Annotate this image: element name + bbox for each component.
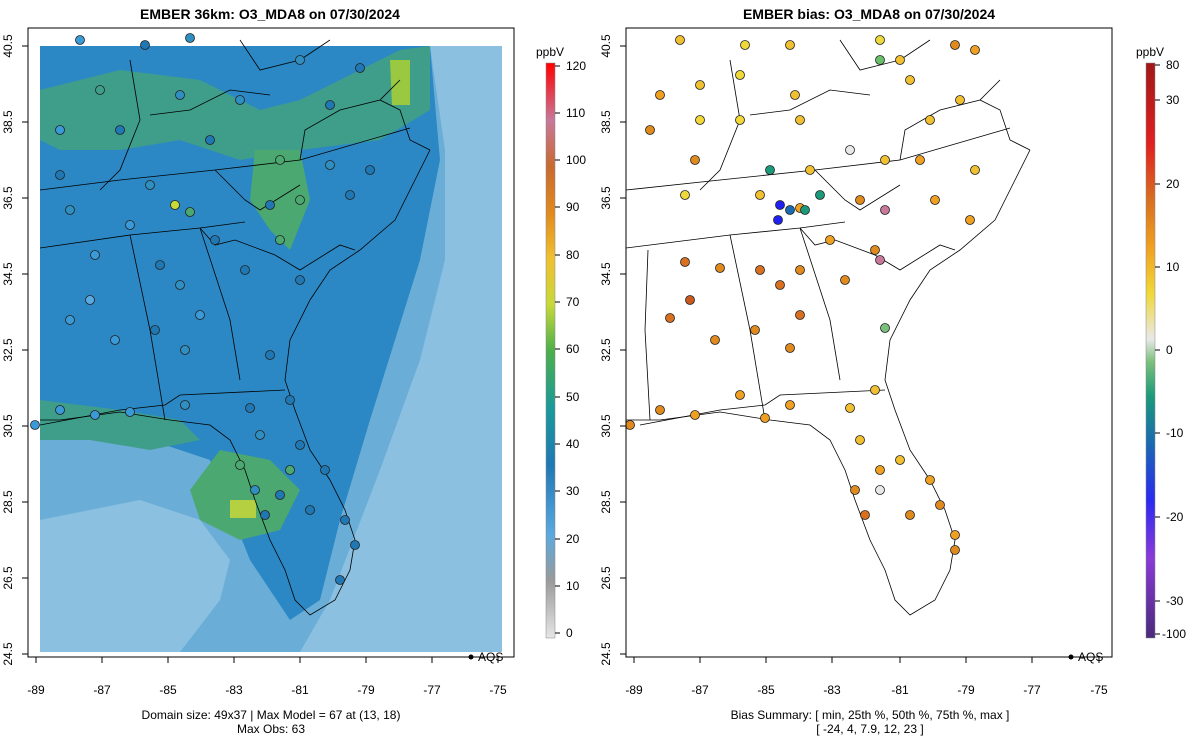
left-title: EMBER 36km: O3_MDA8 on 07/30/2024 (140, 6, 400, 22)
left-ytick: 32.5 (1, 338, 15, 362)
right-stations (626, 35, 980, 555)
right-cb-tick: -10 (1166, 426, 1184, 440)
right-ytick: 32.5 (599, 338, 613, 362)
right-xtick: -75 (1090, 683, 1108, 697)
right-footer-line1: Bias Summary: [ min, 25th %, 50th %, 75t… (731, 708, 1010, 722)
left-cb-tick: 10 (566, 579, 580, 593)
left-ytick: 28.5 (1, 490, 15, 514)
right-title: EMBER bias: O3_MDA8 on 07/30/2024 (743, 6, 995, 22)
right-xtick: -87 (691, 683, 709, 697)
left-ytick: 34.5 (1, 262, 15, 286)
field-green-fl (190, 450, 300, 540)
right-ytick: 30.5 (599, 414, 613, 438)
left-footer-line1: Domain size: 49x37 | Max Model = 67 at (… (142, 708, 401, 722)
right-cb-tick: -100 (1162, 627, 1186, 641)
right-colorbar-unit: ppbV (1136, 45, 1164, 59)
right-xtick: -77 (1023, 683, 1041, 697)
right-cb-tick: 80 (1166, 58, 1180, 72)
right-frame (625, 27, 1113, 658)
right-ytick: 34.5 (599, 262, 613, 286)
left-cb-tick: 120 (566, 59, 586, 73)
field-ocean (300, 46, 502, 652)
left-map-area (30, 33, 502, 652)
left-cb-tick: 70 (566, 295, 580, 309)
right-ytick: 40.5 (599, 34, 613, 58)
left-cb-tick: 110 (566, 106, 585, 120)
left-xtick: -79 (357, 683, 375, 697)
field-hotspot (230, 500, 256, 518)
right-colorbar: ppbV 80 30 20 10 0 -10 -20 -30 -100 (1136, 45, 1186, 641)
left-cb-tick: 30 (566, 484, 580, 498)
left-colorbar-bar (545, 62, 556, 639)
left-xtick: -75 (489, 683, 507, 697)
right-xtick: -81 (891, 683, 909, 697)
right-xtick: -85 (757, 683, 775, 697)
right-cb-tick: 20 (1166, 177, 1180, 191)
left-ytick: 30.5 (1, 414, 15, 438)
left-xtick: -81 (291, 683, 309, 697)
right-xtick: -89 (625, 683, 643, 697)
left-ytick: 38.5 (1, 110, 15, 134)
left-x-axis: -89 -87 -85 -83 -81 -79 -77 -75 (27, 657, 507, 697)
left-xtick: -85 (159, 683, 177, 697)
right-cb-tick: -20 (1166, 510, 1184, 524)
left-panel: EMBER 36km: O3_MDA8 on 07/30/2024 (1, 6, 515, 736)
left-colorbar-unit: ppbV (536, 45, 564, 59)
right-cb-tick: 10 (1166, 260, 1180, 274)
left-ytick: 26.5 (1, 566, 15, 590)
right-xtick: -79 (957, 683, 975, 697)
left-xtick: -77 (423, 683, 441, 697)
right-cb-tick: 0 (1166, 343, 1173, 357)
right-ytick: 38.5 (599, 110, 613, 134)
left-xtick: -89 (27, 683, 45, 697)
left-ytick: 40.5 (1, 34, 15, 58)
right-ytick: 28.5 (599, 490, 613, 514)
right-cb-tick: 30 (1166, 93, 1180, 107)
left-cb-tick: 100 (566, 153, 586, 167)
right-y-axis: 40.5 38.5 36.5 34.5 32.5 30.5 28.5 26.5 … (599, 34, 626, 666)
right-ytick: 26.5 (599, 566, 613, 590)
left-cb-tick: 80 (566, 248, 580, 262)
field-green-nc (250, 150, 310, 250)
field-green-north (40, 46, 430, 160)
left-aqs-label: AQS (478, 650, 503, 664)
left-cb-tick: 50 (566, 390, 580, 404)
field-delaware (390, 60, 410, 105)
left-cb-tick: 60 (566, 342, 580, 356)
left-frame (27, 27, 515, 658)
left-aqs-dot (468, 654, 474, 660)
right-x-axis: -89 -87 -85 -83 -81 -79 -77 -75 (625, 657, 1108, 697)
left-stations (30, 33, 375, 585)
right-xtick: -83 (823, 683, 841, 697)
right-ytick: 24.5 (599, 642, 613, 666)
left-cb-tick: 90 (566, 200, 580, 214)
right-footer-line2: [ -24, 4, 7.9, 12, 23 ] (816, 722, 923, 736)
left-cb-tick: 40 (566, 437, 580, 451)
left-xtick: -83 (225, 683, 243, 697)
left-footer-line2: Max Obs: 63 (237, 722, 305, 736)
left-xtick: -87 (93, 683, 111, 697)
left-cb-tick: 0 (566, 626, 573, 640)
field-gulf-south (40, 500, 230, 652)
left-ytick: 36.5 (1, 186, 15, 210)
right-panel: EMBER bias: O3_MDA8 on 07/30/2024 (599, 6, 1113, 736)
right-colorbar-bar (1145, 62, 1156, 639)
right-aqs-label: AQS (1078, 650, 1103, 664)
right-ytick: 36.5 (599, 186, 613, 210)
right-map-area (626, 28, 1112, 657)
left-colorbar: ppbV 120 110 100 90 80 70 60 50 40 30 20… (536, 45, 586, 640)
right-aqs-dot (1068, 654, 1074, 660)
left-ytick: 24.5 (1, 642, 15, 666)
left-cb-tick: 20 (566, 532, 580, 546)
field-land (40, 46, 440, 620)
left-y-axis: 40.5 38.5 36.5 34.5 32.5 30.5 28.5 26.5 … (1, 34, 28, 666)
right-cb-tick: -30 (1166, 594, 1184, 608)
field-green-gulf (40, 400, 200, 450)
